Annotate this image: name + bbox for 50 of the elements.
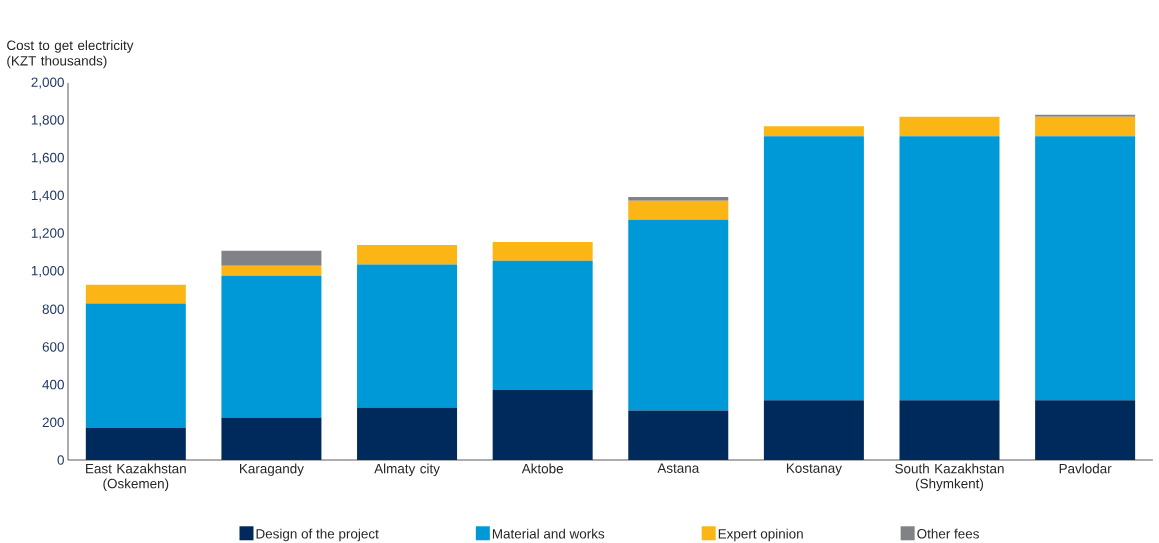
bar	[221, 265, 322, 276]
bar	[357, 407, 458, 460]
bar	[85, 427, 186, 460]
x-tick-label: Aktobe	[521, 463, 563, 474]
x-tick-label: Astana	[657, 463, 700, 473]
bar	[85, 284, 186, 304]
x-tick-label: Almaty city	[374, 463, 440, 477]
x-tick-label: Karagandy	[240, 463, 304, 477]
y-tick-label: 0	[57, 455, 64, 465]
y-tick-label: 1,400	[31, 190, 64, 202]
bar	[628, 197, 729, 201]
legend-label: Material and works	[492, 528, 605, 539]
bar	[492, 389, 593, 460]
bar	[357, 245, 458, 265]
y-tick-label: 1,600	[31, 152, 64, 164]
y-tick-label: 200	[42, 417, 64, 428]
legend-label: Expert opinion	[718, 528, 803, 542]
bar	[357, 264, 458, 408]
bar	[899, 116, 1000, 137]
y-tick-label: 600	[42, 342, 64, 352]
bar	[899, 400, 1000, 460]
bar	[85, 303, 186, 428]
y-tick-label: 1,200	[31, 228, 64, 240]
y-axis-title: Cost to get electricity (KZT thousands)	[7, 40, 134, 69]
bar	[899, 136, 1000, 401]
bar	[628, 410, 729, 460]
legend-label: Other fees	[917, 528, 979, 539]
bar	[628, 200, 729, 220]
x-tick-label: East Kazakhstan (Oskemen)	[86, 463, 186, 491]
bar	[628, 219, 729, 411]
y-tick-label: 2,000	[31, 77, 64, 89]
bar	[221, 417, 322, 460]
bar	[1035, 116, 1136, 137]
y-tick-label: 1,800	[31, 115, 64, 127]
bar	[763, 400, 864, 460]
legend-label: Design of the project	[256, 528, 379, 542]
bar	[221, 275, 322, 418]
x-tick-label: Kostanay	[786, 463, 842, 476]
bar	[221, 250, 322, 266]
bar	[763, 126, 864, 137]
x-tick-label: Pavlodar	[1059, 463, 1112, 474]
x-tick-label: South Kazakhstan (Shymkent)	[895, 463, 1004, 492]
y-tick-label: 800	[42, 304, 64, 314]
bar	[492, 242, 593, 261]
y-tick-label: 1,000	[31, 265, 64, 278]
bar	[1035, 400, 1136, 460]
y-tick-label: 400	[42, 379, 64, 390]
bar	[1035, 136, 1136, 401]
bar	[763, 136, 864, 401]
bar	[492, 260, 593, 390]
